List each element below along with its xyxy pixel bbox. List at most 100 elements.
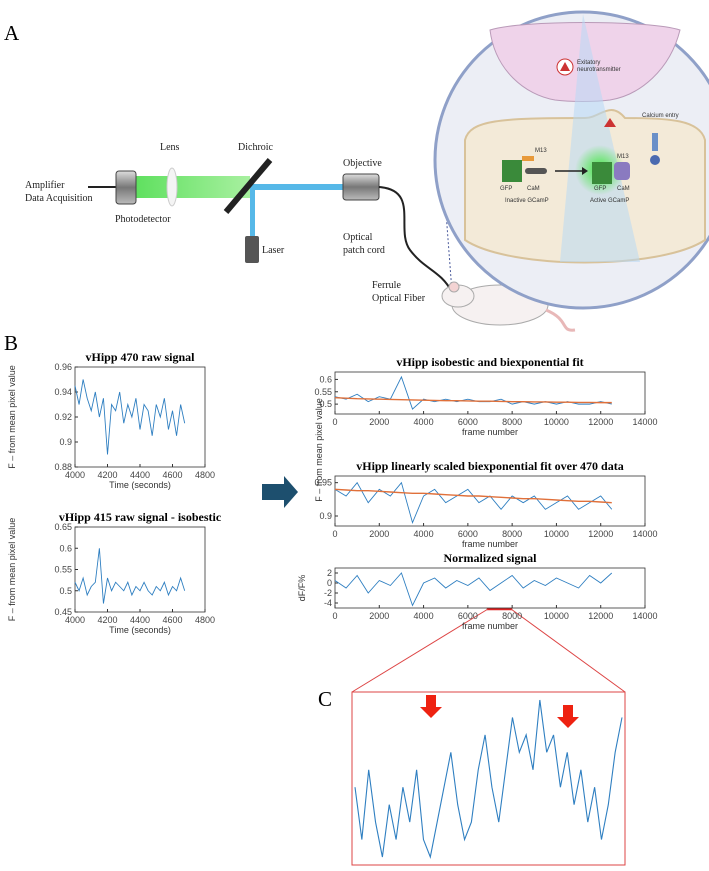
label: Lens xyxy=(160,142,180,153)
y-tick-label: 0.95 xyxy=(314,478,332,488)
arrow xyxy=(420,695,442,718)
y-tick-label: 0.45 xyxy=(54,607,72,617)
x-tick-label: 14000 xyxy=(632,529,657,539)
x-tick-label: 4600 xyxy=(162,615,182,625)
x-tick-label: 4200 xyxy=(97,470,117,480)
data-line xyxy=(74,379,186,455)
y-tick-label: 0.9 xyxy=(59,437,72,447)
label: Dichroic xyxy=(238,142,274,153)
label: CaM xyxy=(527,186,540,192)
y-tick-label: 0.55 xyxy=(54,565,72,575)
x-tick-label: 4200 xyxy=(97,615,117,625)
x-tick-label: 10000 xyxy=(544,417,569,427)
y-tick-label: 2 xyxy=(327,568,332,578)
x-axis-label: frame number xyxy=(462,621,518,631)
x-tick-label: 0 xyxy=(332,417,337,427)
x-tick-label: 12000 xyxy=(588,611,613,621)
x-tick-label: 4400 xyxy=(130,470,150,480)
x-tick-label: 4400 xyxy=(130,615,150,625)
y-axis-label: dF/F% xyxy=(297,575,307,602)
y-tick-label: 0.5 xyxy=(59,586,72,596)
y-tick-label: 0.96 xyxy=(54,362,72,372)
y-tick-label: 0.55 xyxy=(314,387,332,397)
x-tick-label: 8000 xyxy=(502,417,522,427)
panel-label: C xyxy=(318,687,332,711)
x-tick-label: 8000 xyxy=(502,611,522,621)
label: Data Acquisition xyxy=(25,193,93,204)
y-tick-label: 0.9 xyxy=(319,511,332,521)
x-tick-label: 8000 xyxy=(502,529,522,539)
x-tick-label: 4000 xyxy=(414,611,434,621)
label: Amplifier xyxy=(25,180,65,191)
zoom-line xyxy=(510,608,626,693)
x-tick-label: 4000 xyxy=(65,615,85,625)
x-tick-label: 14000 xyxy=(632,611,657,621)
label: Optical Fiber xyxy=(372,293,426,304)
data-line xyxy=(334,488,612,504)
chart-title: vHipp 415 raw signal - isobestic xyxy=(59,510,222,524)
y-tick-label: 0.6 xyxy=(319,374,332,384)
label: GFP xyxy=(594,186,606,192)
x-tick-label: 12000 xyxy=(588,417,613,427)
x-tick-label: 4000 xyxy=(414,529,434,539)
y-tick-label: 0.94 xyxy=(54,387,72,397)
x-tick-label: 4800 xyxy=(195,615,215,625)
x-tick-label: 6000 xyxy=(458,417,478,427)
label: Exitatory xyxy=(577,60,600,66)
x-tick-label: 4800 xyxy=(195,470,215,480)
label: GFP xyxy=(500,186,512,192)
label: neurotransmitter xyxy=(577,67,621,73)
x-tick-label: 0 xyxy=(332,611,337,621)
x-tick-label: 0 xyxy=(332,529,337,539)
label: Laser xyxy=(262,245,285,256)
data-line xyxy=(334,572,613,607)
x-tick-label: 6000 xyxy=(458,529,478,539)
y-axis-label: F – from mean pixel value xyxy=(314,398,324,502)
x-tick-label: 14000 xyxy=(632,417,657,427)
y-tick-label: 0.5 xyxy=(319,399,332,409)
x-axis-label: Time (seconds) xyxy=(109,625,171,635)
data-line xyxy=(334,396,612,404)
x-tick-label: 2000 xyxy=(369,529,389,539)
panel-label: A xyxy=(4,21,20,45)
x-tick-label: 12000 xyxy=(588,529,613,539)
synapse-inset xyxy=(433,10,709,310)
y-tick-label: 0.6 xyxy=(59,543,72,553)
label: Ferrule xyxy=(372,280,401,291)
x-tick-label: 10000 xyxy=(544,529,569,539)
arrow xyxy=(262,476,298,508)
data-line xyxy=(74,548,186,604)
chart-title: vHipp linearly scaled biexponential fit … xyxy=(356,459,623,473)
data-line xyxy=(354,699,623,859)
y-tick-label: 0.65 xyxy=(54,522,72,532)
x-tick-label: 4600 xyxy=(162,470,182,480)
label: M13 xyxy=(535,148,547,154)
label: Inactive GCamP xyxy=(505,198,549,204)
plot-area xyxy=(334,475,646,527)
chart-title: Normalized signal xyxy=(444,551,538,565)
y-tick-label: -4 xyxy=(324,598,332,608)
x-tick-label: 4000 xyxy=(414,417,434,427)
label: Optical xyxy=(343,232,373,243)
label: Photodetector xyxy=(115,214,171,225)
panel-label: B xyxy=(4,331,18,355)
x-tick-label: 6000 xyxy=(458,611,478,621)
label: Calcium entry xyxy=(642,113,679,119)
plot-area xyxy=(334,567,646,609)
y-tick-label: -2 xyxy=(324,588,332,598)
x-axis-label: frame number xyxy=(462,427,518,437)
chart-title: vHipp 470 raw signal xyxy=(85,350,195,364)
x-axis-label: Time (seconds) xyxy=(109,480,171,490)
optical-setup xyxy=(88,158,576,332)
plot-area xyxy=(74,526,206,613)
label: Active GCamP xyxy=(590,198,629,204)
plot-area xyxy=(74,366,206,468)
label: Objective xyxy=(343,158,382,169)
y-axis-label: F – from mean pixel value xyxy=(7,518,17,622)
chart-title: vHipp isobestic and biexponential fit xyxy=(396,355,583,369)
x-tick-label: 2000 xyxy=(369,611,389,621)
x-tick-label: 4000 xyxy=(65,470,85,480)
x-tick-label: 10000 xyxy=(544,611,569,621)
arrow xyxy=(557,705,579,728)
